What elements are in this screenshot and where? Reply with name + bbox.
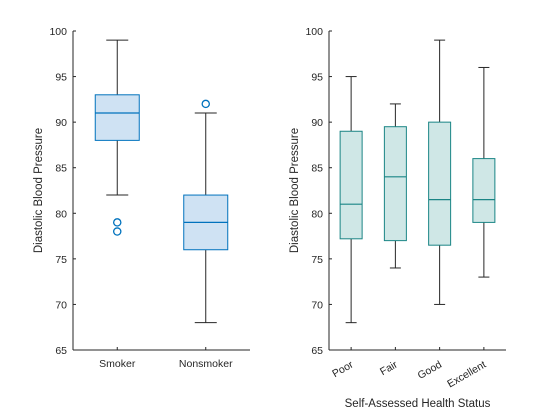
x-tick-label: Excellent	[445, 359, 488, 391]
x-tick-label: Nonsmoker	[179, 358, 233, 370]
box-iqr	[94, 94, 140, 141]
x-tick-label: Poor	[330, 358, 356, 380]
health-status-boxplot: 65 70 75 80 85 90 95 100 Poor Fair Good Excellent Di…	[289, 26, 506, 410]
y-tick-label: 95	[311, 72, 323, 84]
box-smoker	[94, 39, 140, 236]
x-tick-label: Smoker	[99, 358, 136, 370]
y-tick-label: 100	[49, 26, 67, 38]
smoker-boxplot: 65 70 75 80 85 90 95 100 Smoker Nonsmoker Diastoli…	[33, 26, 250, 370]
box-poor	[339, 76, 363, 324]
x-tick-label: Fair	[378, 358, 400, 378]
box-iqr	[339, 130, 363, 240]
y-tick-label: 65	[55, 345, 67, 357]
x-axis-label: Self-Assessed Health Status	[345, 398, 491, 410]
x-tick-label: Good	[416, 359, 444, 382]
y-tick-label: 95	[55, 72, 67, 84]
y-tick-label: 75	[311, 254, 323, 266]
box-good	[428, 39, 452, 305]
box-excellent	[472, 66, 496, 278]
outlier-point	[201, 99, 210, 109]
box-iqr	[383, 126, 407, 242]
y-tick-label: 70	[55, 299, 67, 311]
y-tick-label: 85	[55, 163, 67, 175]
y-axis-label: Diastolic Blood Pressure	[289, 128, 301, 253]
outlier-point	[113, 218, 122, 227]
box-fair	[383, 103, 407, 269]
y-tick-label: 70	[311, 299, 323, 311]
box-iqr	[428, 121, 452, 246]
y-tick-label: 75	[55, 254, 67, 266]
y-tick-label: 65	[311, 345, 323, 357]
y-tick-label: 90	[311, 117, 323, 129]
y-tick-label: 85	[311, 163, 323, 175]
y-tick-label: 80	[311, 208, 323, 220]
box-iqr	[472, 158, 496, 223]
y-axis-label: Diastolic Blood Pressure	[33, 128, 45, 253]
y-tick-label: 90	[55, 117, 67, 129]
outlier-point	[113, 227, 122, 236]
box-nonsmoker	[183, 99, 229, 324]
y-tick-label: 100	[305, 26, 323, 38]
y-tick-label: 80	[55, 208, 67, 220]
